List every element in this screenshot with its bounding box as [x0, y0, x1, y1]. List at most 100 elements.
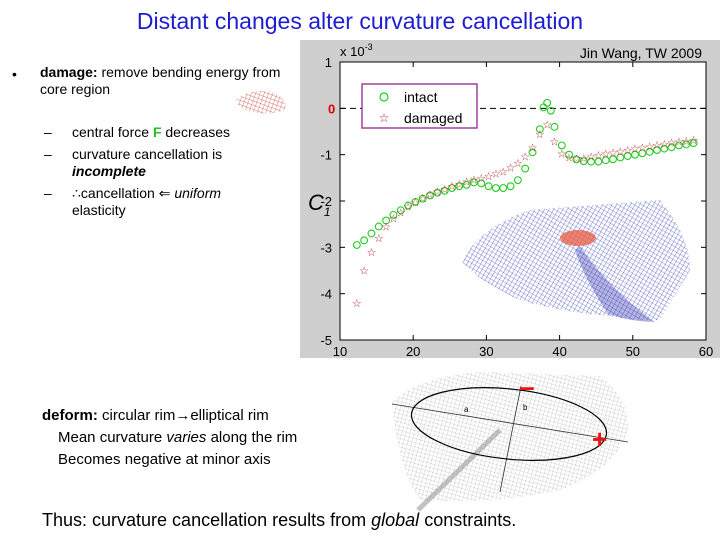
point-damaged: ☆ [469, 174, 479, 187]
bullet-dot: • [12, 66, 17, 82]
point-damaged: ☆ [623, 144, 633, 157]
slide-title: Distant changes alter curvature cancella… [136, 8, 584, 34]
point-damaged: ☆ [652, 139, 662, 152]
point-intact [389, 210, 398, 219]
point-intact [484, 182, 493, 191]
point-damaged: ☆ [535, 128, 545, 141]
point-intact [426, 191, 434, 200]
point-damaged: ☆ [418, 192, 428, 205]
point-damaged: ☆ [564, 151, 574, 164]
point-intact [601, 156, 610, 165]
point-damaged: ☆ [615, 145, 625, 158]
point-intact [645, 147, 654, 156]
point-intact [367, 229, 376, 238]
point-damaged: ☆ [586, 151, 596, 164]
point-intact [499, 184, 508, 192]
point-damaged: ☆ [674, 136, 684, 149]
x-tick-label: 50 [626, 344, 640, 359]
point-intact [513, 176, 522, 185]
point-intact [660, 144, 669, 153]
point-damaged: ☆ [689, 134, 699, 147]
deform-line-2: Mean curvature varies along the rim [42, 427, 297, 449]
point-damaged: ☆ [550, 136, 560, 149]
point-intact [470, 178, 478, 187]
point-damaged: ☆ [410, 196, 420, 209]
sub-text: curvature cancellation is incomplete [72, 146, 272, 180]
point-intact [374, 222, 383, 231]
point-intact [396, 206, 405, 215]
sub-text: central force F decreases [72, 124, 272, 141]
point-intact [528, 148, 537, 157]
point-damaged: ☆ [593, 149, 603, 162]
deform-line-3: Becomes negative at minor axis [58, 451, 271, 468]
point-damaged: ☆ [432, 186, 442, 199]
point-intact [689, 139, 698, 148]
point-intact [506, 182, 515, 191]
point-intact [623, 152, 632, 161]
point-damaged: ☆ [528, 141, 538, 154]
point-intact [594, 157, 603, 166]
point-intact [631, 150, 639, 159]
legend-marker-intact [379, 92, 389, 102]
point-damaged: ☆ [645, 140, 655, 153]
deform-text-1: circular rim [97, 407, 176, 424]
point-damaged: ☆ [396, 207, 406, 220]
point-damaged: ☆ [367, 246, 377, 259]
point-intact [440, 186, 449, 195]
deform-text-2: elliptical rim [190, 407, 269, 424]
deform-label: deform: [42, 407, 98, 424]
point-intact [543, 98, 552, 107]
point-intact [535, 125, 544, 134]
point-intact [455, 182, 464, 191]
x-tick-label: 40 [552, 344, 566, 359]
point-intact [382, 216, 391, 225]
point-damaged: ☆ [447, 180, 457, 193]
varies-emphasis: varies [166, 429, 207, 446]
point-intact [477, 179, 486, 188]
point-intact [433, 188, 442, 197]
point-intact [521, 164, 530, 173]
point-intact [667, 143, 676, 152]
x-tick-label: 60 [699, 344, 713, 359]
line2-pre: Mean curvature [58, 429, 167, 446]
legend-marker-damaged: ☆ [379, 111, 390, 125]
uniform-emphasis: uniform [174, 185, 222, 201]
point-damaged: ☆ [681, 135, 691, 148]
attribution: Jin Wang, TW 2009 [580, 45, 702, 61]
point-damaged: ☆ [403, 201, 413, 214]
conclusion-pre: Thus: curvature cancellation results fro… [42, 510, 372, 530]
point-damaged: ☆ [659, 138, 669, 151]
incomplete-emphasis: incomplete [72, 163, 146, 179]
conclusion-post: constraints. [419, 510, 517, 530]
point-intact [557, 141, 566, 150]
point-damaged: ☆ [381, 220, 391, 233]
point-damaged: ☆ [542, 119, 552, 132]
y-tick-label: -3 [320, 240, 332, 255]
point-damaged: ☆ [374, 232, 384, 245]
sub-text-pre: central force [72, 124, 153, 140]
point-damaged: ☆ [630, 143, 640, 156]
point-intact [674, 141, 683, 150]
conclusion: Thus: curvature cancellation results fro… [42, 510, 516, 531]
point-damaged: ☆ [506, 162, 516, 175]
damage-text: remove bending energy from core region [40, 64, 281, 97]
point-intact [550, 122, 559, 131]
point-damaged: ☆ [513, 157, 523, 170]
point-intact [616, 153, 625, 162]
point-intact [404, 201, 413, 210]
point-damaged: ☆ [557, 148, 567, 161]
point-damaged: ☆ [667, 137, 677, 150]
exponent-label: x 10-3 [340, 42, 373, 59]
point-damaged: ☆ [352, 297, 362, 310]
point-damaged: ☆ [440, 183, 450, 196]
point-intact [360, 236, 369, 245]
point-intact [418, 194, 427, 203]
point-damaged: ☆ [462, 176, 472, 189]
point-intact [448, 184, 456, 192]
point-damaged: ☆ [476, 172, 486, 185]
y-tick-label: -5 [320, 333, 332, 348]
zero-label: 0 [328, 101, 335, 116]
damage-bullet: damage: remove bending energy from core … [40, 64, 290, 98]
point-damaged: ☆ [359, 265, 369, 278]
